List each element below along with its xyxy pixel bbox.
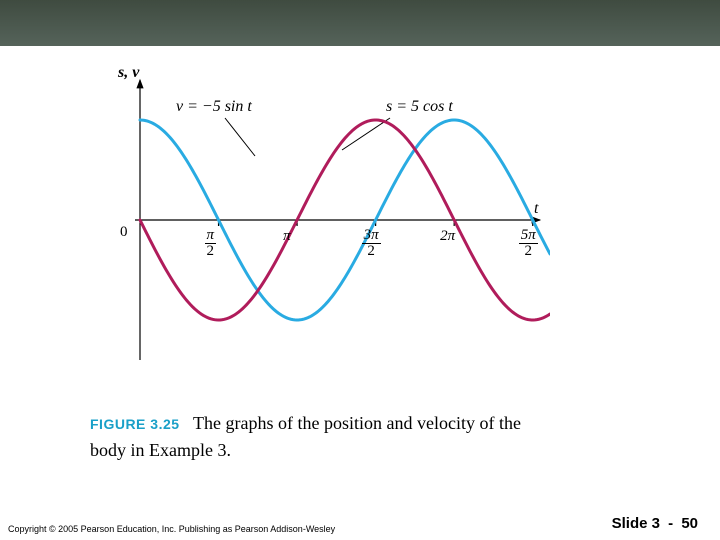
slide-dash: -: [664, 515, 677, 532]
x-tick-label: 5π2: [519, 228, 538, 260]
y-axis-title: s, v: [118, 64, 139, 82]
top-band: [0, 0, 720, 46]
footer-copyright: Copyright © 2005 Pearson Education, Inc.…: [8, 524, 335, 534]
slide-number: Slide 3 - 50: [612, 515, 698, 532]
zero-label: 0: [120, 224, 128, 241]
equation-s: s = 5 cos t: [386, 98, 453, 116]
figure-tag: FIGURE 3.25: [90, 416, 180, 432]
x-tick-label: π2: [205, 228, 217, 260]
equation-v: v = −5 sin t: [176, 98, 252, 116]
x-axis-title: t: [534, 200, 538, 218]
chart-svg: [90, 60, 550, 380]
x-tick-label: π: [283, 228, 291, 245]
x-tick-label: 2π: [440, 228, 455, 245]
x-tick-label: 3π2: [362, 228, 381, 260]
figure-caption: FIGURE 3.25 The graphs of the position a…: [90, 410, 550, 464]
slide-label: Slide 3: [612, 515, 660, 532]
figure-area: s, v t v = −5 sin t s = 5 cos t 0 π2π3π2…: [90, 60, 550, 380]
slide-page: 50: [681, 515, 698, 532]
